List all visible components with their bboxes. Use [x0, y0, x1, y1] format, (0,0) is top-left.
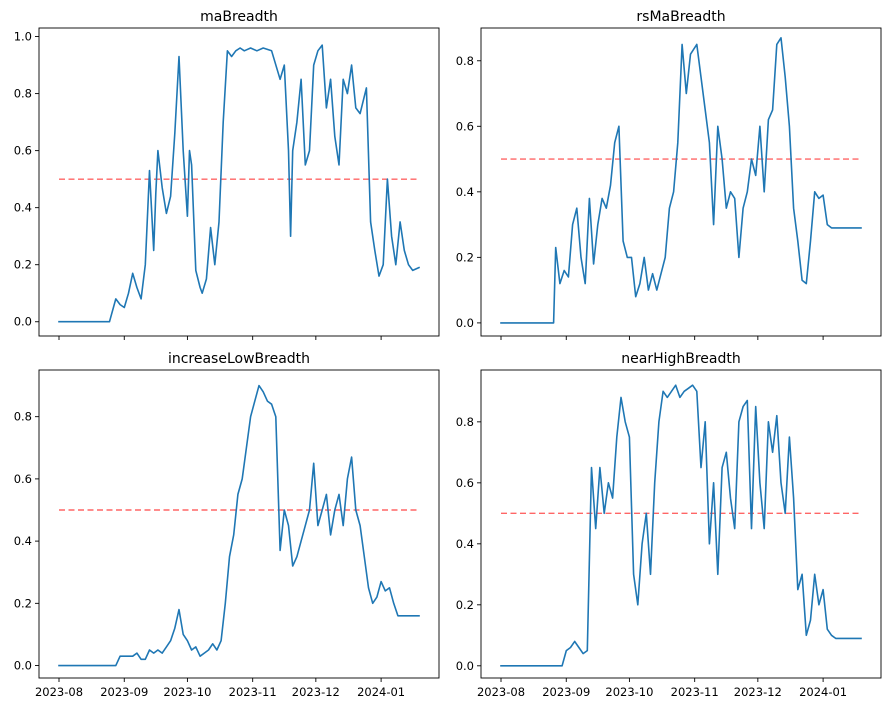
plot-frame: [480, 369, 882, 679]
y-tick-label: 0.6: [456, 476, 474, 490]
chart-panel-rsMaBreadth: rsMaBreadth 0.0 0.2 0.4 0.6 0.8: [456, 9, 882, 340]
y-tick-label: 0.4: [456, 185, 474, 199]
y-tick-label: 0.2: [456, 250, 474, 264]
y-tick-label: 0.0: [14, 659, 32, 673]
series-line: [58, 384, 420, 667]
y-tick-label: 0.8: [456, 54, 474, 68]
series-line: [500, 384, 862, 667]
y-tick-label: 0.2: [456, 598, 474, 612]
y-tick-label: 0.2: [14, 258, 32, 272]
y-tick-label: 0.6: [14, 144, 32, 158]
x-tick-label: 2023-08: [35, 685, 83, 699]
plot-frame: [38, 369, 440, 679]
y-tick-label: 0.8: [14, 410, 32, 424]
x-tick-label: 2024-01: [357, 685, 405, 699]
y-tick-label: 0.0: [456, 659, 474, 673]
y-tick-label: 1.0: [14, 30, 32, 44]
chart-title: rsMaBreadth: [636, 9, 725, 25]
series-line: [58, 44, 421, 323]
y-tick-label: 0.6: [14, 472, 32, 486]
x-tick-label: 2023-09: [100, 685, 148, 699]
x-tick-label: 2023-09: [542, 685, 590, 699]
series-line: [500, 36, 862, 324]
y-tick-label: 0.8: [456, 415, 474, 429]
chart-panel-nearHighBreadth: nearHighBreadth 0.0 0.2 0.4 0.6 0.8 2023-08 202…: [456, 351, 882, 699]
x-tick-label: 2023-08: [477, 685, 525, 699]
y-tick-label: 0.0: [456, 316, 474, 330]
x-tick-label: 2023-12: [734, 685, 782, 699]
x-tick-label: 2023-12: [292, 685, 340, 699]
chart-title: increaseLowBreadth: [168, 351, 310, 367]
chart-panel-maBreadth: maBreadth 0.0 0.2 0.4 0.6 0.8 1.0: [14, 9, 440, 340]
y-tick-label: 0.0: [14, 315, 32, 329]
chart-panel-increaseLowBreadth: increaseLowBreadth 0.0 0.2 0.4 0.6 0.8 2023-08…: [14, 351, 440, 699]
x-tick-label: 2023-11: [671, 685, 719, 699]
y-tick-label: 0.8: [14, 87, 32, 101]
x-tick-label: 2023-10: [163, 685, 211, 699]
x-tick-label: 2024-01: [799, 685, 847, 699]
plot-frame: [38, 27, 440, 337]
x-tick-label: 2023-10: [605, 685, 653, 699]
y-tick-label: 0.4: [14, 201, 32, 215]
y-tick-label: 0.4: [456, 537, 474, 551]
x-tick-label: 2023-11: [229, 685, 277, 699]
plot-frame: [480, 27, 882, 337]
y-tick-label: 0.6: [456, 119, 474, 133]
y-tick-label: 0.2: [14, 596, 32, 610]
chart-title: nearHighBreadth: [621, 351, 741, 367]
y-tick-label: 0.4: [14, 534, 32, 548]
chart-title: maBreadth: [200, 9, 278, 25]
